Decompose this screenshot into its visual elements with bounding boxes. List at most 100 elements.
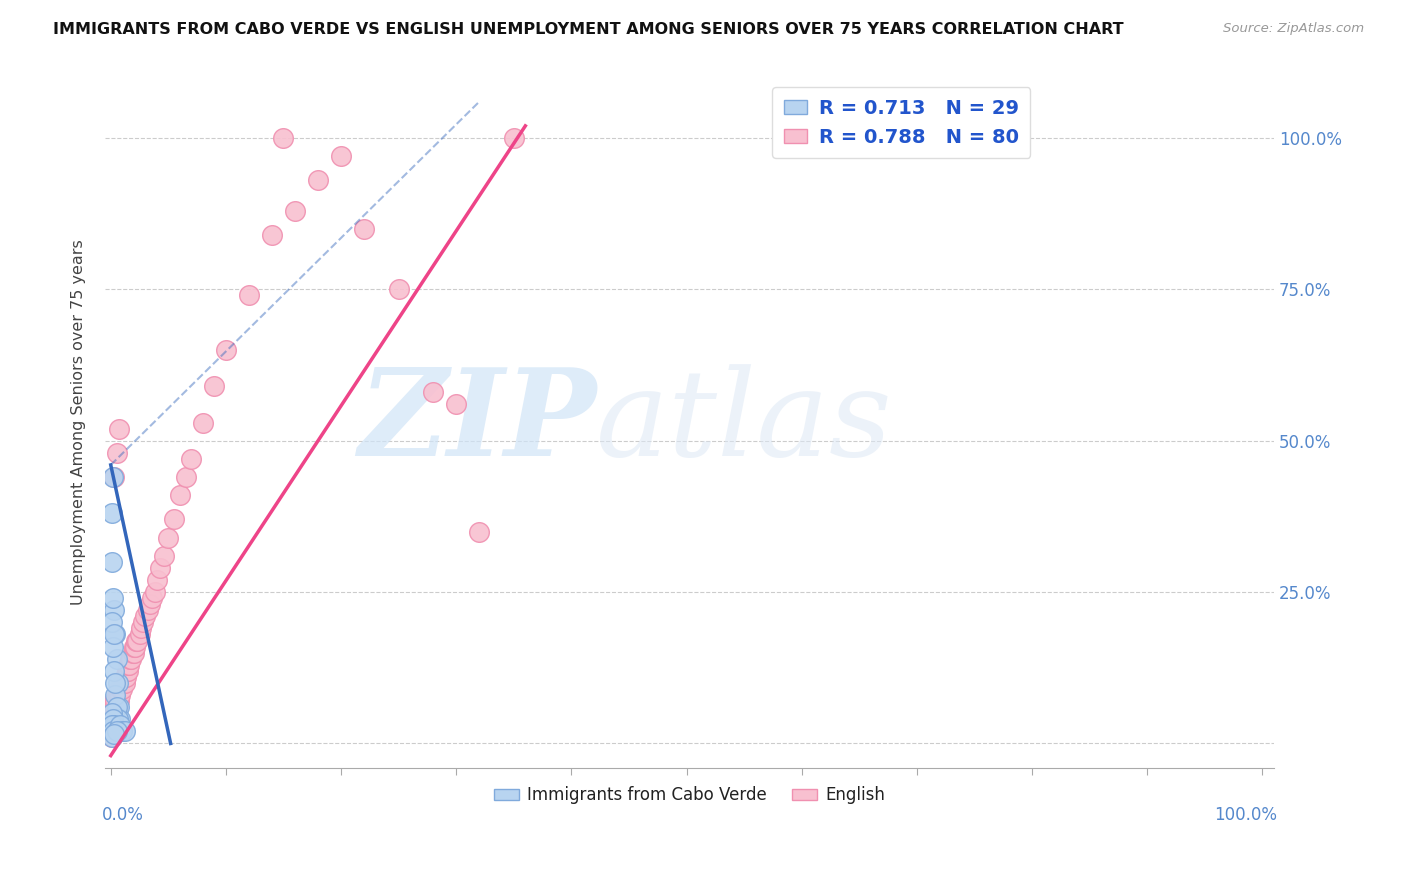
Point [101, 731, 124, 745]
Text: IMMIGRANTS FROM CABO VERDE VS ENGLISH UNEMPLOYMENT AMONG SENIORS OVER 75 YEARS C: IMMIGRANTS FROM CABO VERDE VS ENGLISH UN… [53, 22, 1123, 37]
Point [107, 694, 129, 708]
Point [112, 676, 135, 690]
Point [260, 227, 283, 242]
Point [103, 727, 125, 741]
Point [446, 397, 468, 411]
Point [105, 706, 128, 721]
Point [101, 615, 124, 630]
Point [103, 700, 125, 714]
Point [103, 706, 125, 721]
Point [111, 676, 134, 690]
Point [120, 651, 142, 665]
Point [101, 555, 124, 569]
Point [107, 712, 129, 726]
Y-axis label: Unemployment Among Seniors over 75 years: Unemployment Among Seniors over 75 years [72, 240, 86, 606]
Point [132, 615, 155, 630]
Point [101, 591, 124, 606]
Point [121, 651, 143, 665]
Point [108, 700, 131, 714]
Point [163, 512, 186, 526]
Legend: Immigrants from Cabo Verde, English: Immigrants from Cabo Verde, English [486, 780, 891, 811]
Point [121, 646, 143, 660]
Point [101, 700, 124, 714]
Text: 100.0%: 100.0% [1215, 805, 1278, 823]
Point [128, 627, 150, 641]
Point [101, 712, 124, 726]
Point [104, 688, 127, 702]
Point [202, 379, 225, 393]
Point [105, 700, 128, 714]
Point [107, 688, 129, 702]
Point [152, 549, 174, 563]
Point [117, 664, 139, 678]
Point [108, 422, 131, 436]
Point [124, 640, 146, 654]
Point [117, 657, 139, 672]
Point [129, 622, 152, 636]
Point [105, 446, 128, 460]
Point [103, 718, 125, 732]
Point [105, 688, 128, 702]
Point [103, 470, 125, 484]
Point [104, 706, 127, 721]
Point [108, 688, 131, 702]
Point [174, 470, 197, 484]
Point [103, 664, 125, 678]
Point [180, 451, 202, 466]
Point [107, 676, 129, 690]
Point [108, 712, 131, 726]
Point [101, 712, 124, 726]
Point [101, 706, 124, 721]
Point [215, 343, 238, 357]
Point [127, 633, 149, 648]
Point [388, 282, 411, 296]
Point [115, 664, 138, 678]
Text: atlas: atlas [596, 364, 893, 482]
Point [108, 688, 131, 702]
Point [273, 131, 295, 145]
Point [101, 706, 124, 721]
Point [103, 603, 125, 617]
Point [105, 651, 128, 665]
Point [101, 718, 124, 732]
Text: ZIP: ZIP [357, 363, 596, 482]
Point [118, 657, 141, 672]
Point [101, 706, 124, 721]
Text: Source: ZipAtlas.com: Source: ZipAtlas.com [1223, 22, 1364, 36]
Point [141, 591, 163, 606]
Point [101, 712, 124, 726]
Point [284, 203, 307, 218]
Point [114, 724, 136, 739]
Point [108, 681, 131, 696]
Point [125, 633, 148, 648]
Point [307, 173, 329, 187]
Point [108, 718, 131, 732]
Point [111, 724, 134, 739]
Point [103, 694, 125, 708]
Point [114, 670, 136, 684]
Point [502, 131, 524, 145]
Point [104, 627, 127, 641]
Point [101, 731, 124, 745]
Point [191, 416, 214, 430]
Point [101, 718, 124, 732]
Text: 0.0%: 0.0% [101, 805, 143, 823]
Point [422, 385, 444, 400]
Point [111, 681, 134, 696]
Point [104, 694, 127, 708]
Point [139, 597, 162, 611]
Point [105, 724, 128, 739]
Point [101, 718, 124, 732]
Point [101, 724, 124, 739]
Point [114, 670, 136, 684]
Point [101, 470, 124, 484]
Point [330, 149, 353, 163]
Point [238, 288, 260, 302]
Point [104, 700, 127, 714]
Point [122, 646, 145, 660]
Point [107, 700, 129, 714]
Point [169, 488, 191, 502]
Point [143, 585, 166, 599]
Point [108, 694, 131, 708]
Point [105, 700, 128, 714]
